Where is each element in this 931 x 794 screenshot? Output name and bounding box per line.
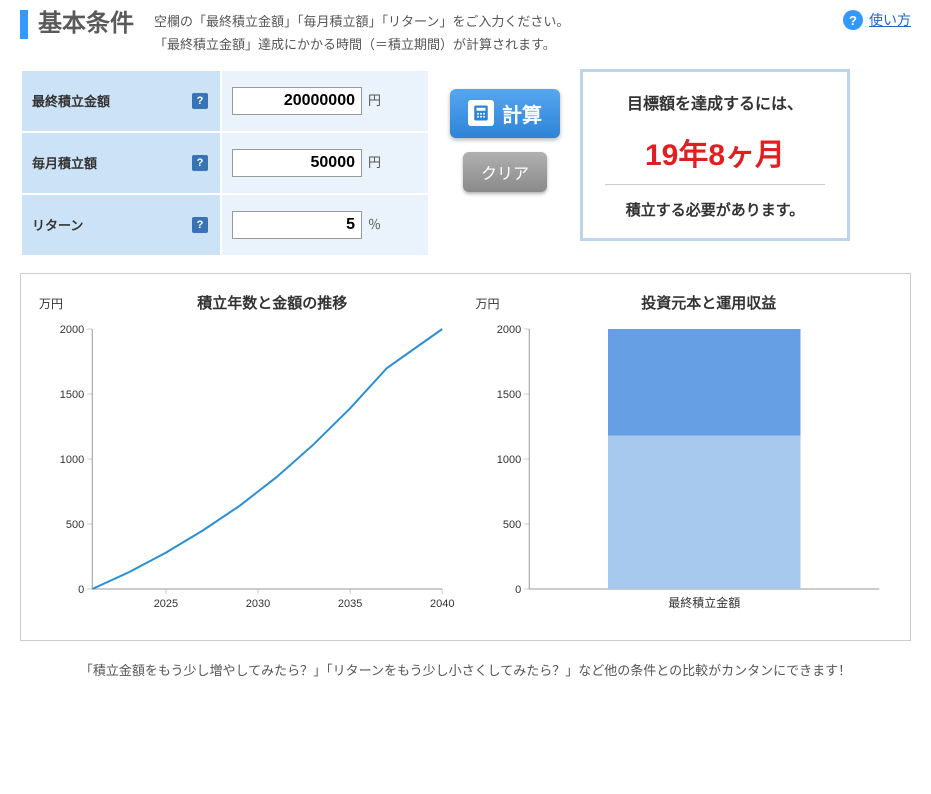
svg-text:2000: 2000 (60, 324, 84, 336)
svg-text:2000: 2000 (496, 324, 520, 336)
svg-text:500: 500 (502, 519, 520, 531)
calculate-button[interactable]: 計算 (450, 89, 560, 138)
line-chart: 0 500 1000 1500 2000 2025 2030 2035 2040 (39, 319, 456, 619)
result-suffix: 積立する必要があります。 (605, 199, 825, 220)
charts-panel: 万円 積立年数と金額の推移 0 500 1000 1500 2000 2025 2030 20… (20, 273, 911, 641)
description-line-2: 「最終積立金額」達成にかかる時間（＝積立期間）が計算されます。 (154, 37, 556, 52)
input-field-0[interactable] (232, 87, 362, 115)
input-field-1[interactable] (232, 149, 362, 177)
svg-text:1000: 1000 (496, 454, 520, 466)
svg-text:0: 0 (78, 584, 84, 596)
svg-text:2040: 2040 (430, 598, 454, 610)
svg-text:2030: 2030 (246, 598, 270, 610)
input-field-2[interactable] (232, 211, 362, 239)
line-chart-unit: 万円 (39, 295, 89, 312)
bar-chart-box: 万円 投資元本と運用収益 0 500 1000 1500 2000 最終積立金額 (476, 292, 893, 622)
input-label: 最終積立金額? (21, 70, 221, 132)
calculate-button-label: 計算 (502, 99, 542, 128)
svg-text:最終積立金額: 最終積立金額 (668, 595, 740, 610)
svg-text:0: 0 (515, 584, 521, 596)
result-box: 目標額を達成するには、 19年8ヶ月 積立する必要があります。 (580, 69, 850, 241)
help-icon[interactable]: ? (192, 155, 208, 171)
svg-text:1500: 1500 (496, 389, 520, 401)
bar-chart-title: 投資元本と運用収益 (526, 292, 893, 313)
calculator-icon (468, 100, 494, 126)
inputs-table: 最終積立金額?円毎月積立額?円リターン?％ (20, 69, 430, 257)
line-chart-title: 積立年数と金額の推移 (89, 292, 456, 313)
input-unit: ％ (368, 217, 381, 232)
footer-text: 「積立金額をもう少し増やしてみたら？」「リターンをもう少し小さくしてみたら？」な… (20, 659, 911, 682)
input-unit: 円 (368, 155, 381, 170)
help-icon[interactable]: ? (192, 217, 208, 233)
help-icon: ? (843, 10, 863, 30)
line-chart-box: 万円 積立年数と金額の推移 0 500 1000 1500 2000 2025 2030 20… (39, 292, 456, 622)
howto-link-text[interactable]: 使い方 (869, 10, 911, 30)
bar-chart-unit: 万円 (476, 295, 526, 312)
clear-button[interactable]: クリア (463, 152, 547, 192)
svg-text:2025: 2025 (154, 598, 178, 610)
result-prefix: 目標額を達成するには、 (605, 90, 825, 114)
result-value: 19年8ヶ月 (605, 124, 825, 185)
bar-chart: 0 500 1000 1500 2000 最終積立金額 (476, 319, 893, 619)
input-label: リターン? (21, 194, 221, 256)
svg-text:1500: 1500 (60, 389, 84, 401)
description: 空欄の「最終積立金額」「毎月積立額」「リターン」をご入力ください。 「最終積立金… (154, 10, 843, 57)
input-unit: 円 (368, 93, 381, 108)
description-line-1: 空欄の「最終積立金額」「毎月積立額」「リターン」をご入力ください。 (154, 14, 569, 29)
help-icon[interactable]: ? (192, 93, 208, 109)
svg-text:500: 500 (66, 519, 84, 531)
section-title: 基本条件 (20, 10, 134, 39)
svg-text:2035: 2035 (338, 598, 362, 610)
input-label: 毎月積立額? (21, 132, 221, 194)
svg-text:1000: 1000 (60, 454, 84, 466)
howto-link[interactable]: ? 使い方 (843, 10, 911, 30)
